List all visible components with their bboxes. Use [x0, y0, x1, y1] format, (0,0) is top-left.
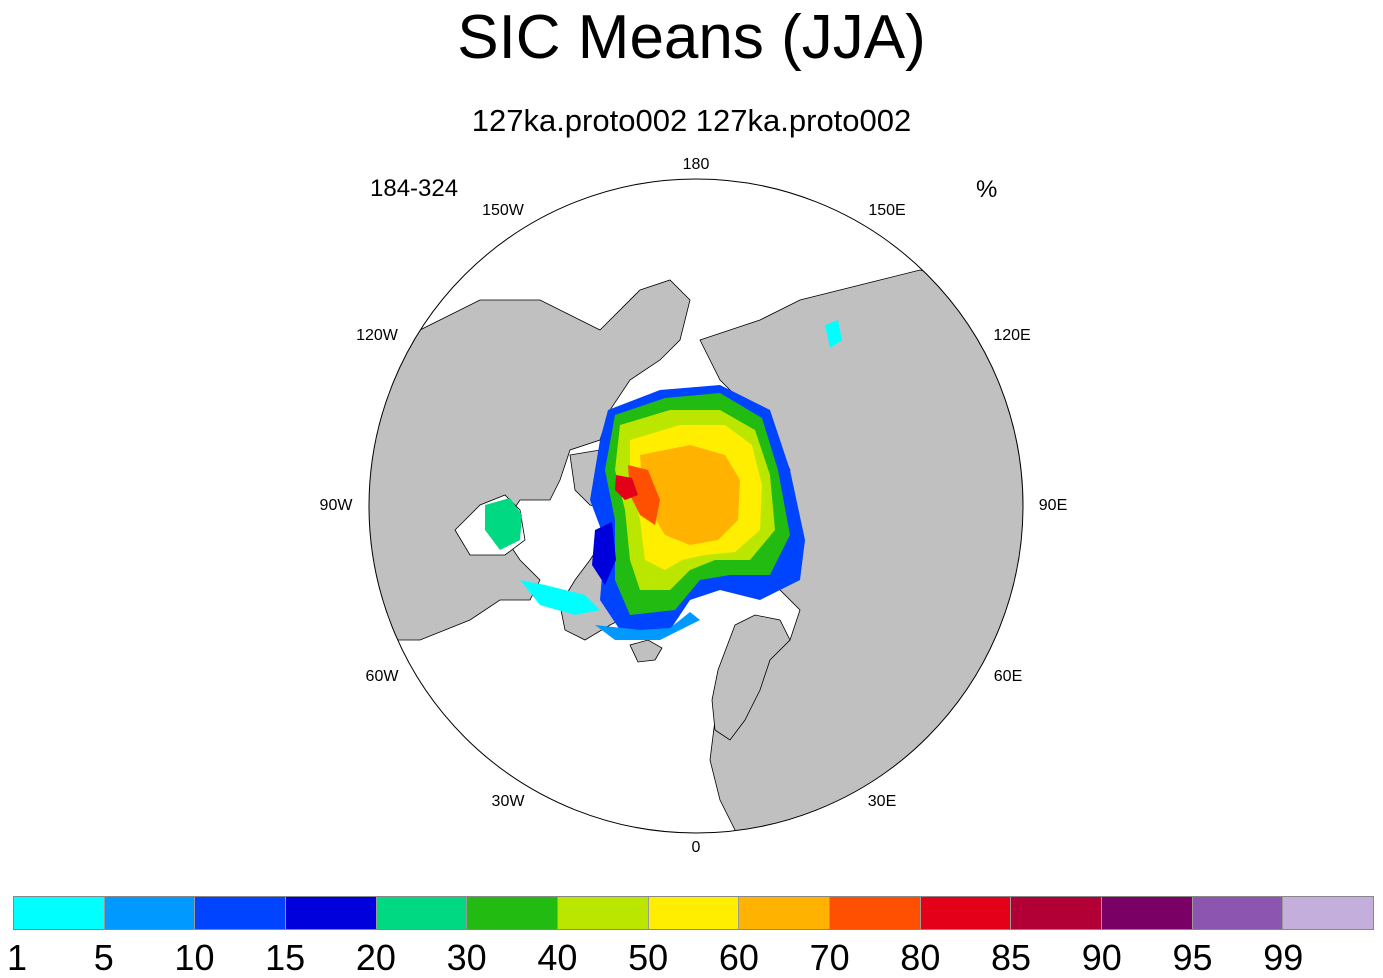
lon-label-30w: 30W — [491, 793, 525, 810]
sic-okhotsk — [825, 320, 842, 348]
sic-greenland-sea — [595, 612, 700, 640]
colorbar-label: 50 — [628, 937, 669, 978]
colorbar-swatch — [557, 897, 648, 929]
colorbar-label: 5 — [93, 937, 114, 978]
colorbar-label: 20 — [355, 937, 396, 978]
sic-hudson-bay — [485, 498, 522, 550]
lon-label-150e: 150E — [868, 202, 906, 219]
lon-label-60w: 60W — [365, 668, 399, 685]
colorbar-swatch — [1282, 897, 1374, 929]
land-north-america — [369, 279, 691, 641]
colorbar-swatch — [1191, 897, 1283, 929]
map-boundary — [368, 178, 1024, 834]
colorbar-label: 60 — [718, 937, 759, 978]
lon-label-120w: 120W — [356, 327, 398, 344]
colorbar-swatch — [466, 897, 558, 929]
colorbar-swatch — [1101, 897, 1192, 929]
land-scandinavia — [711, 614, 791, 741]
map-title: SIC Means (JJA) — [457, 3, 926, 72]
colorbar-swatch — [647, 897, 739, 929]
colorbar-swatch — [1010, 897, 1102, 929]
colorbar-label: 80 — [900, 937, 941, 978]
colorbar-label: 95 — [1172, 937, 1213, 978]
colorbar-label: 30 — [446, 937, 487, 978]
land-iceland — [629, 639, 663, 663]
sic-contour-80 — [615, 475, 638, 500]
map-subtitle: 127ka.proto002 127ka.proto002 — [471, 103, 912, 138]
units-label: % — [976, 176, 998, 203]
lon-label-30e: 30E — [867, 793, 897, 810]
colorbar-label: 85 — [991, 937, 1032, 978]
colorbar-label: 40 — [537, 937, 578, 978]
time-range-label: 184-324 — [370, 175, 459, 202]
colorbar-swatch — [375, 897, 467, 929]
colorbar-label: 1 — [6, 937, 28, 978]
lon-label-90w: 90W — [319, 497, 353, 514]
colorbar — [13, 896, 1374, 930]
colorbar-label: 70 — [809, 937, 850, 978]
sic-labrador — [520, 580, 600, 615]
sic-contour-60 — [640, 445, 740, 545]
colorbar-label: 15 — [265, 937, 306, 978]
colorbar-label: 10 — [174, 937, 215, 978]
sic-contour-70 — [628, 465, 660, 525]
colorbar-swatch — [285, 897, 376, 929]
colorbar-swatch — [829, 897, 920, 929]
sic-baffin-bay — [592, 522, 616, 585]
colorbar-swatch — [14, 897, 104, 929]
lon-label-180: 180 — [682, 156, 710, 173]
lon-label-0: 0 — [691, 839, 701, 856]
colorbar-swatch — [194, 897, 286, 929]
lon-label-150w: 150W — [482, 202, 524, 219]
colorbar-swatch — [919, 897, 1011, 929]
colorbar-label: 99 — [1263, 937, 1304, 978]
colorbar-label: 90 — [1081, 937, 1122, 978]
lon-label-60e: 60E — [993, 668, 1023, 685]
colorbar-swatch — [738, 897, 830, 929]
lon-label-120e: 120E — [993, 327, 1031, 344]
colorbar-swatch — [103, 897, 195, 929]
lon-label-90e: 90E — [1038, 497, 1068, 514]
